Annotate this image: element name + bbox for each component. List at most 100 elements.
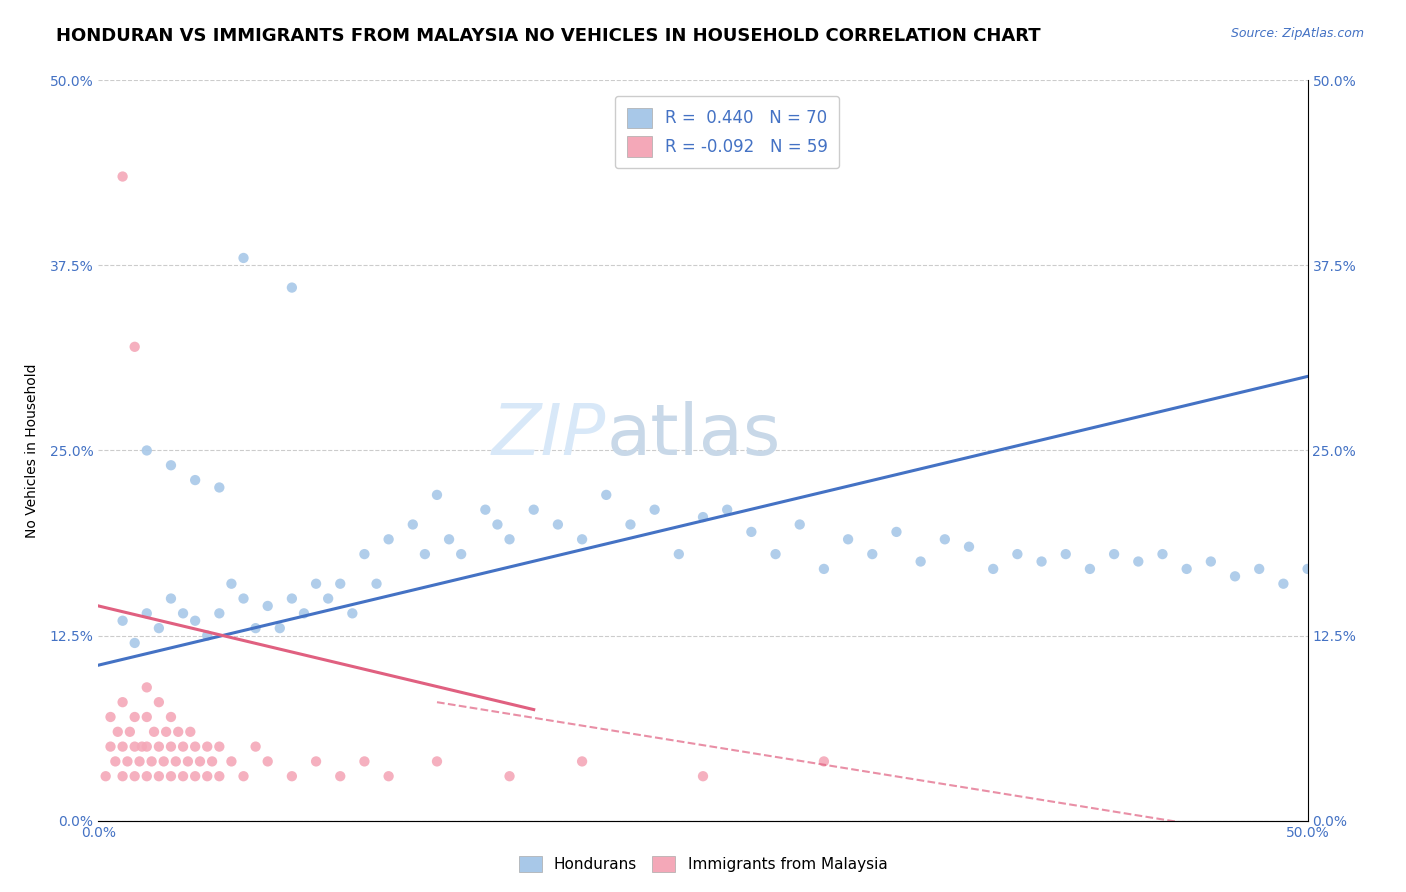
Point	[498, 533, 520, 547]
Point	[1007, 547, 1029, 561]
Point	[208, 769, 231, 783]
Point	[1223, 569, 1246, 583]
Point	[100, 739, 122, 754]
Point	[148, 621, 170, 635]
Point	[135, 443, 157, 458]
Text: ZIP: ZIP	[492, 401, 606, 470]
Point	[160, 769, 183, 783]
Point	[910, 555, 932, 569]
Legend: R =  0.440   N = 70, R = -0.092   N = 59: R = 0.440 N = 70, R = -0.092 N = 59	[614, 96, 839, 169]
Point	[486, 517, 509, 532]
Point	[1296, 562, 1319, 576]
Point	[245, 621, 267, 635]
Point	[1102, 547, 1125, 561]
Point	[426, 755, 449, 769]
Point	[981, 562, 1004, 576]
Point	[124, 739, 146, 754]
Point	[160, 591, 183, 606]
Point	[104, 755, 127, 769]
Point	[160, 458, 183, 473]
Point	[571, 533, 593, 547]
Point	[934, 533, 956, 547]
Point	[195, 739, 218, 754]
Point	[886, 524, 908, 539]
Point	[135, 607, 157, 621]
Point	[131, 739, 153, 754]
Text: HONDURAN VS IMMIGRANTS FROM MALAYSIA NO VEHICLES IN HOUSEHOLD CORRELATION CHART: HONDURAN VS IMMIGRANTS FROM MALAYSIA NO …	[56, 27, 1040, 45]
Point	[595, 488, 617, 502]
Point	[94, 769, 117, 783]
Point	[571, 755, 593, 769]
Point	[155, 724, 177, 739]
Point	[208, 739, 231, 754]
Point	[402, 517, 425, 532]
Text: Source: ZipAtlas.com: Source: ZipAtlas.com	[1230, 27, 1364, 40]
Point	[208, 481, 231, 495]
Point	[281, 769, 304, 783]
Point	[740, 524, 762, 539]
Point	[837, 533, 859, 547]
Point	[167, 724, 190, 739]
Point	[141, 755, 163, 769]
Point	[1175, 562, 1198, 576]
Point	[208, 607, 231, 621]
Point	[305, 755, 328, 769]
Point	[256, 599, 278, 613]
Point	[232, 591, 254, 606]
Legend: Hondurans, Immigrants from Malaysia: Hondurans, Immigrants from Malaysia	[512, 848, 894, 880]
Point	[269, 621, 291, 635]
Point	[692, 510, 714, 524]
Point	[547, 517, 569, 532]
Point	[184, 739, 207, 754]
Point	[353, 755, 375, 769]
Point	[177, 755, 200, 769]
Point	[221, 755, 243, 769]
Point	[1128, 555, 1150, 569]
Point	[498, 769, 520, 783]
Point	[474, 502, 496, 516]
Point	[221, 576, 243, 591]
Point	[232, 769, 254, 783]
Point	[329, 769, 352, 783]
Point	[124, 769, 146, 783]
Point	[148, 739, 170, 754]
Point	[165, 755, 187, 769]
Point	[172, 769, 194, 783]
Point	[195, 769, 218, 783]
Point	[1272, 576, 1295, 591]
Point	[135, 710, 157, 724]
Point	[523, 502, 546, 516]
Point	[1152, 547, 1174, 561]
Point	[135, 681, 157, 695]
Point	[668, 547, 690, 561]
Point	[111, 169, 134, 184]
Point	[789, 517, 811, 532]
Point	[152, 755, 174, 769]
Point	[644, 502, 666, 516]
Point	[716, 502, 738, 516]
Point	[160, 710, 183, 724]
Point	[124, 710, 146, 724]
Point	[292, 607, 315, 621]
Point	[256, 755, 278, 769]
Point	[281, 591, 304, 606]
Point	[179, 724, 201, 739]
Point	[188, 755, 211, 769]
Point	[1199, 555, 1222, 569]
Point	[281, 280, 304, 294]
Point	[1078, 562, 1101, 576]
Point	[377, 533, 399, 547]
Point	[450, 547, 472, 561]
Point	[107, 724, 129, 739]
Point	[619, 517, 641, 532]
Point	[184, 769, 207, 783]
Point	[353, 547, 375, 561]
Point	[413, 547, 436, 561]
Point	[1054, 547, 1077, 561]
Point	[426, 488, 449, 502]
Point	[957, 540, 980, 554]
Point	[329, 576, 352, 591]
Point	[1031, 555, 1053, 569]
Point	[118, 724, 141, 739]
Point	[692, 769, 714, 783]
